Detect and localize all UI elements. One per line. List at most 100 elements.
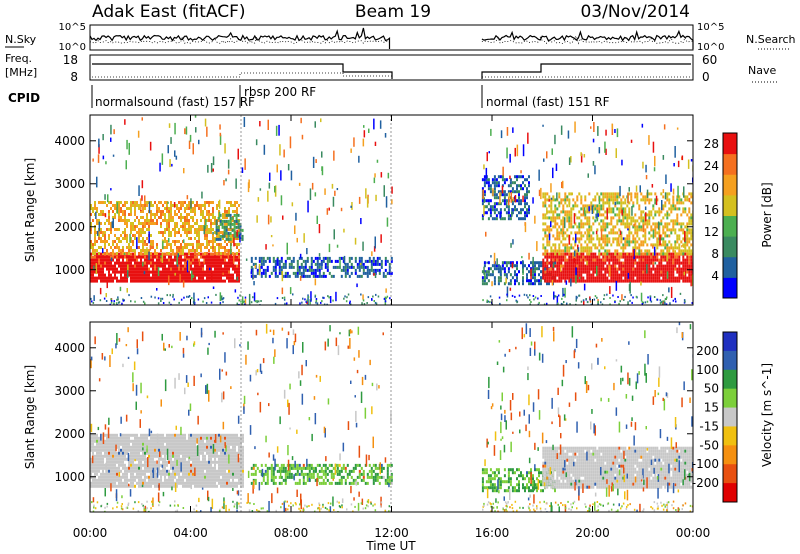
echo-cell: [682, 276, 685, 280]
echo-cell: [606, 276, 609, 280]
echo-cell: [493, 178, 496, 182]
echo-cell: [260, 274, 263, 278]
echo-cell: [188, 252, 190, 255]
echo-cell: [576, 258, 579, 262]
sparse-echo: [598, 196, 601, 205]
echo-cell: [310, 271, 313, 275]
echo-cell: [544, 252, 547, 256]
echo-cell: [146, 484, 148, 488]
sparse-echo: [546, 151, 548, 159]
echo-cell: [576, 249, 579, 253]
echo-cell: [620, 240, 623, 244]
echo-cell: [138, 228, 140, 231]
sparse-echo: [674, 250, 676, 255]
echo-cell: [558, 264, 561, 268]
echo-cell: [324, 265, 327, 269]
echo-cell: [511, 190, 514, 194]
echo-cell: [548, 204, 551, 208]
echo-cell: [503, 190, 506, 194]
echo-cell: [576, 264, 579, 268]
echo-cell: [509, 190, 512, 194]
echo-cell: [254, 274, 257, 278]
echo-cell: [188, 228, 190, 231]
echo-cell: [600, 225, 603, 229]
ground-speckle: [320, 301, 322, 304]
echo-cell: [226, 264, 228, 268]
echo-cell: [542, 246, 545, 250]
echo-cell: [690, 258, 693, 262]
echo-cell: [130, 213, 132, 216]
echo-cell: [648, 216, 651, 220]
echo-cell: [256, 268, 259, 272]
echo-cell: [94, 457, 96, 461]
echo-cell: [224, 273, 226, 277]
echo-cell: [362, 265, 365, 269]
echo-cell: [92, 279, 94, 283]
echo-cell: [596, 246, 599, 250]
echo-cell: [606, 192, 609, 196]
echo-cell: [511, 208, 514, 212]
echo-cell: [580, 273, 583, 277]
echo-cell: [178, 207, 180, 210]
echo-cell: [670, 258, 673, 262]
echo-cell: [664, 276, 667, 280]
echo-cell: [570, 252, 573, 256]
echo-cell: [656, 264, 659, 268]
echo-cell: [600, 207, 603, 211]
echo-cell: [358, 256, 361, 260]
echo-cell: [638, 270, 641, 274]
echo-cell: [622, 213, 625, 217]
echo-cell: [378, 256, 381, 260]
echo-cell: [662, 252, 665, 256]
echo-cell: [206, 243, 208, 246]
echo-cell: [112, 472, 114, 476]
echo-cell: [580, 270, 583, 274]
ground-speckle: [662, 294, 664, 297]
echo-cell: [644, 264, 647, 268]
echo-cell: [238, 267, 240, 271]
echo-cell: [122, 210, 124, 213]
ground-speckle: [560, 302, 563, 305]
echo-cell: [624, 252, 627, 256]
echo-cell: [130, 270, 132, 274]
echo-cell: [128, 448, 130, 452]
echo-cell: [524, 202, 526, 206]
echo-cell: [544, 276, 547, 280]
echo-cell: [114, 261, 116, 265]
echo-cell: [566, 252, 569, 256]
sparse-echo: [592, 138, 595, 143]
ground-speckle: [646, 300, 649, 303]
echo-cell: [118, 475, 120, 479]
sparse-echo: [176, 254, 178, 265]
echo-cell: [227, 222, 230, 226]
echo-cell: [662, 225, 665, 229]
echo-cell: [208, 213, 210, 216]
echo-cell: [130, 451, 132, 455]
echo-cell: [362, 271, 365, 275]
sparse-echo: [331, 183, 334, 189]
echo-cell: [110, 279, 112, 283]
echo-cell: [580, 279, 583, 283]
echo-cell: [134, 478, 136, 482]
echo-cell: [234, 279, 236, 283]
sparse-echo: [665, 174, 667, 184]
echo-cell: [570, 213, 573, 217]
echo-cell: [604, 273, 607, 277]
sparse-echo: [611, 123, 613, 129]
echo-cell: [120, 463, 122, 467]
echo-cell: [610, 279, 613, 283]
echo-cell: [216, 258, 218, 262]
echo-cell: [144, 258, 146, 262]
echo-cell: [628, 222, 631, 226]
echo-cell: [98, 276, 100, 280]
echo-cell: [598, 261, 601, 265]
echo-cell: [368, 268, 371, 272]
echo-cell: [600, 219, 603, 223]
echo-cell: [640, 267, 643, 271]
ground-speckle: [624, 295, 626, 298]
echo-cell: [568, 273, 571, 277]
echo-cell: [610, 195, 613, 199]
echo-cell: [104, 237, 106, 240]
echo-cell: [272, 256, 275, 260]
